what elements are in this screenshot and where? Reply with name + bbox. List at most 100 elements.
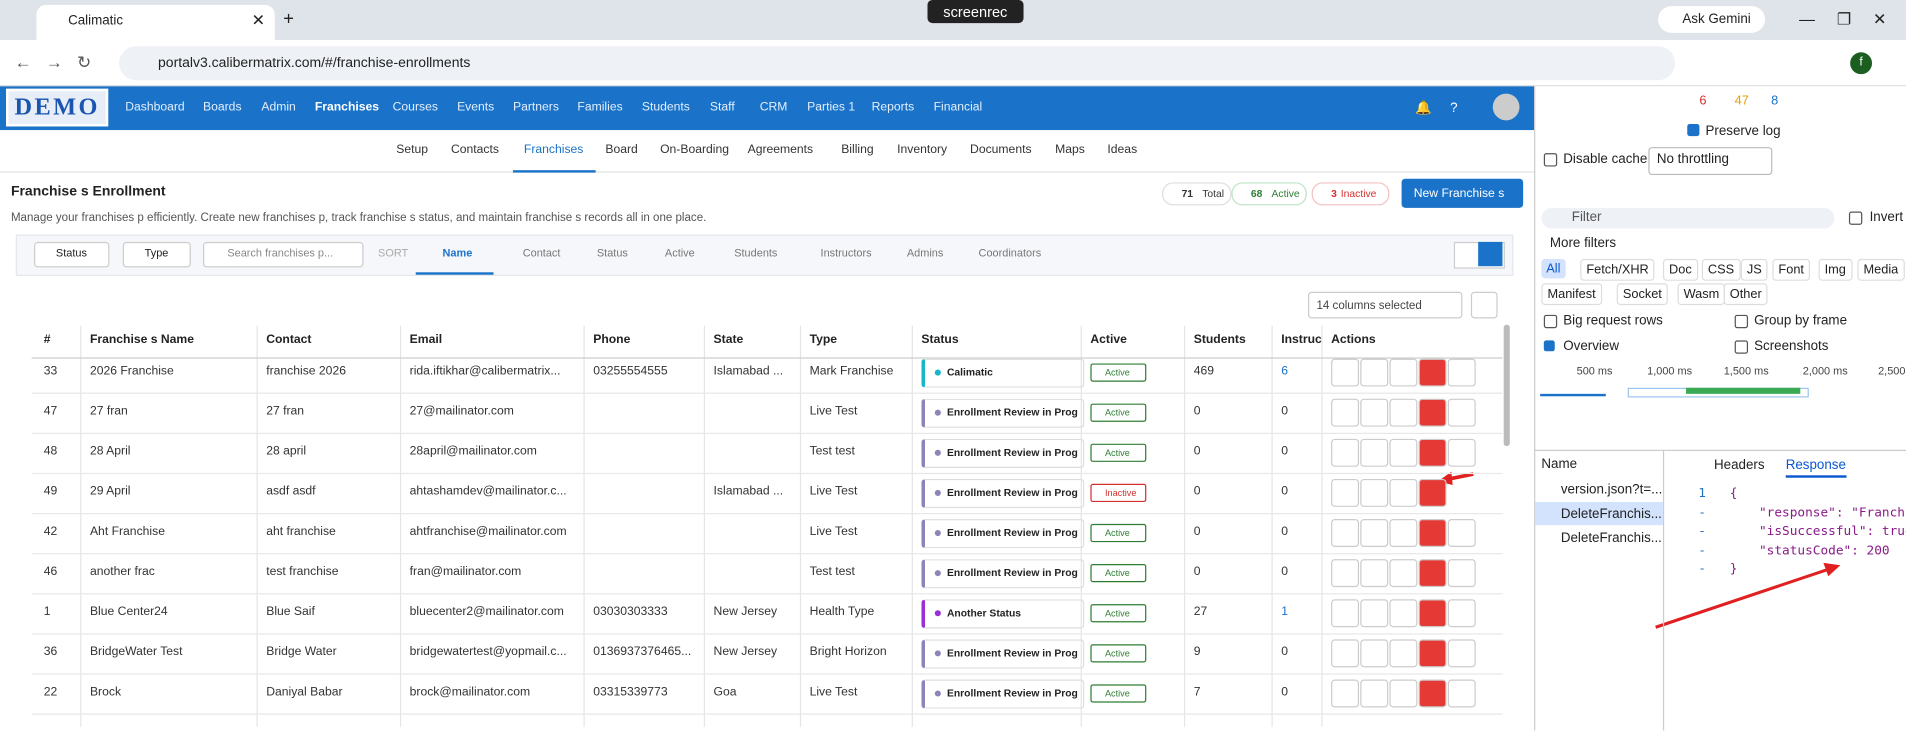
checkbox[interactable] — [1848, 211, 1863, 225]
logo[interactable]: DEMO — [6, 88, 109, 127]
action-button[interactable] — [1418, 438, 1447, 467]
action-button[interactable] — [1389, 519, 1418, 548]
address-bar[interactable] — [119, 46, 1676, 81]
filter-box[interactable] — [1541, 207, 1835, 229]
sort-option[interactable]: Name — [442, 246, 473, 259]
warning-count[interactable]: 47 — [1734, 93, 1749, 109]
subnav-item[interactable]: Ideas — [1107, 143, 1138, 157]
new-button[interactable] — [1401, 178, 1524, 208]
action-button[interactable] — [1447, 559, 1476, 588]
column-header[interactable]: Active — [1090, 333, 1127, 347]
action-button[interactable] — [1360, 559, 1389, 588]
checkbox[interactable] — [1543, 153, 1558, 167]
action-button[interactable] — [1360, 398, 1389, 427]
columns-select[interactable] — [1307, 291, 1463, 319]
request[interactable]: DeleteFranchis... — [1560, 531, 1662, 546]
type-filter[interactable]: Other — [1723, 283, 1768, 306]
nav-item[interactable]: Financial — [933, 100, 983, 115]
action-button[interactable] — [1418, 639, 1447, 668]
nav-item[interactable]: Families — [577, 100, 623, 115]
tab[interactable] — [36, 4, 275, 41]
checkbox[interactable] — [1687, 123, 1700, 137]
nav-item[interactable]: Partners — [512, 100, 559, 115]
action-button[interactable] — [1331, 438, 1360, 467]
column-header[interactable]: Type — [809, 333, 838, 347]
action-button[interactable] — [1331, 519, 1360, 548]
subnav-item[interactable]: Franchises — [523, 143, 584, 157]
subnav-item[interactable]: Inventory — [897, 143, 948, 157]
panel-tab[interactable]: Response — [1785, 458, 1846, 478]
subnav-item[interactable]: Board — [605, 143, 638, 157]
nav-item[interactable]: Staff — [709, 100, 735, 115]
action-button[interactable] — [1418, 478, 1447, 507]
action-button[interactable] — [1389, 398, 1418, 427]
type-filter[interactable]: JS — [1740, 258, 1768, 281]
action-button[interactable] — [1389, 358, 1418, 387]
search[interactable] — [203, 241, 364, 268]
throttle-select[interactable] — [1648, 147, 1773, 176]
sort-option[interactable]: Status — [596, 246, 628, 259]
gemini-button[interactable] — [1658, 6, 1766, 33]
action-button[interactable] — [1389, 478, 1418, 507]
action-button[interactable] — [1418, 559, 1447, 588]
action-button[interactable] — [1360, 599, 1389, 628]
action-button[interactable] — [1360, 639, 1389, 668]
action-button[interactable] — [1389, 559, 1418, 588]
type-filter[interactable]: CSS — [1701, 258, 1741, 281]
action-button[interactable] — [1418, 519, 1447, 548]
action-button[interactable] — [1418, 358, 1447, 387]
type-filter[interactable]: Fetch/XHR — [1580, 258, 1655, 281]
action-button[interactable] — [1447, 398, 1476, 427]
action-button[interactable] — [1389, 639, 1418, 668]
subnav-item[interactable]: Maps — [1055, 143, 1085, 157]
subnav-item[interactable]: On-Boarding — [660, 143, 729, 157]
checkbox[interactable] — [1734, 314, 1749, 329]
nav-item[interactable]: Boards — [203, 100, 242, 115]
subnav-item[interactable]: Documents — [970, 143, 1032, 157]
more-filters[interactable]: More filters — [1549, 235, 1617, 251]
checkbox[interactable] — [1543, 314, 1558, 329]
type-filter[interactable]: All — [1541, 258, 1566, 279]
action-button[interactable] — [1331, 599, 1360, 628]
nav-item[interactable]: Events — [457, 100, 495, 115]
action-button[interactable] — [1447, 438, 1476, 467]
action-button[interactable] — [1360, 438, 1389, 467]
profile[interactable]: f — [1850, 52, 1873, 75]
action-button[interactable] — [1389, 438, 1418, 467]
action-button[interactable] — [1360, 358, 1389, 387]
action-button[interactable] — [1331, 639, 1360, 668]
nav-buttons[interactable]: ← → ↻ — [14, 52, 92, 72]
action-button[interactable] — [1418, 398, 1447, 427]
type-filter[interactable]: Font — [1772, 258, 1811, 281]
subnav-item[interactable]: Setup — [396, 143, 429, 157]
subnav-item[interactable]: Agreements — [747, 143, 814, 157]
action-button[interactable] — [1447, 519, 1476, 548]
action-button[interactable] — [1447, 679, 1476, 708]
action-button[interactable] — [1360, 679, 1389, 708]
action-button[interactable] — [1389, 679, 1418, 708]
action-button[interactable] — [1447, 639, 1476, 668]
action-button[interactable] — [1360, 519, 1389, 548]
column-header[interactable]: State — [713, 333, 744, 347]
column-header[interactable]: Instruc — [1281, 333, 1322, 347]
subnav-item[interactable]: Billing — [841, 143, 874, 157]
nav-item[interactable]: Reports — [871, 100, 915, 115]
action-button[interactable] — [1418, 679, 1447, 708]
column-header[interactable]: Students — [1193, 333, 1246, 347]
filter-button[interactable] — [1470, 291, 1498, 319]
nav-item[interactable]: Students — [641, 100, 690, 115]
action-button[interactable] — [1331, 679, 1360, 708]
action-button[interactable] — [1331, 398, 1360, 427]
info-count[interactable]: 8 — [1771, 93, 1779, 109]
action-button[interactable] — [1447, 599, 1476, 628]
request[interactable]: DeleteFranchis... — [1560, 506, 1662, 522]
column-header[interactable]: Franchise s Name — [89, 333, 195, 347]
request[interactable]: version.json?t=... — [1560, 482, 1663, 498]
column-header[interactable]: Status — [921, 333, 959, 347]
action-button[interactable] — [1331, 559, 1360, 588]
new-tab[interactable]: + — [283, 8, 294, 30]
action-button[interactable] — [1418, 599, 1447, 628]
nav-item[interactable]: Admin — [261, 100, 296, 115]
type-filter[interactable] — [122, 241, 191, 268]
nav-item[interactable]: Courses — [392, 100, 438, 115]
